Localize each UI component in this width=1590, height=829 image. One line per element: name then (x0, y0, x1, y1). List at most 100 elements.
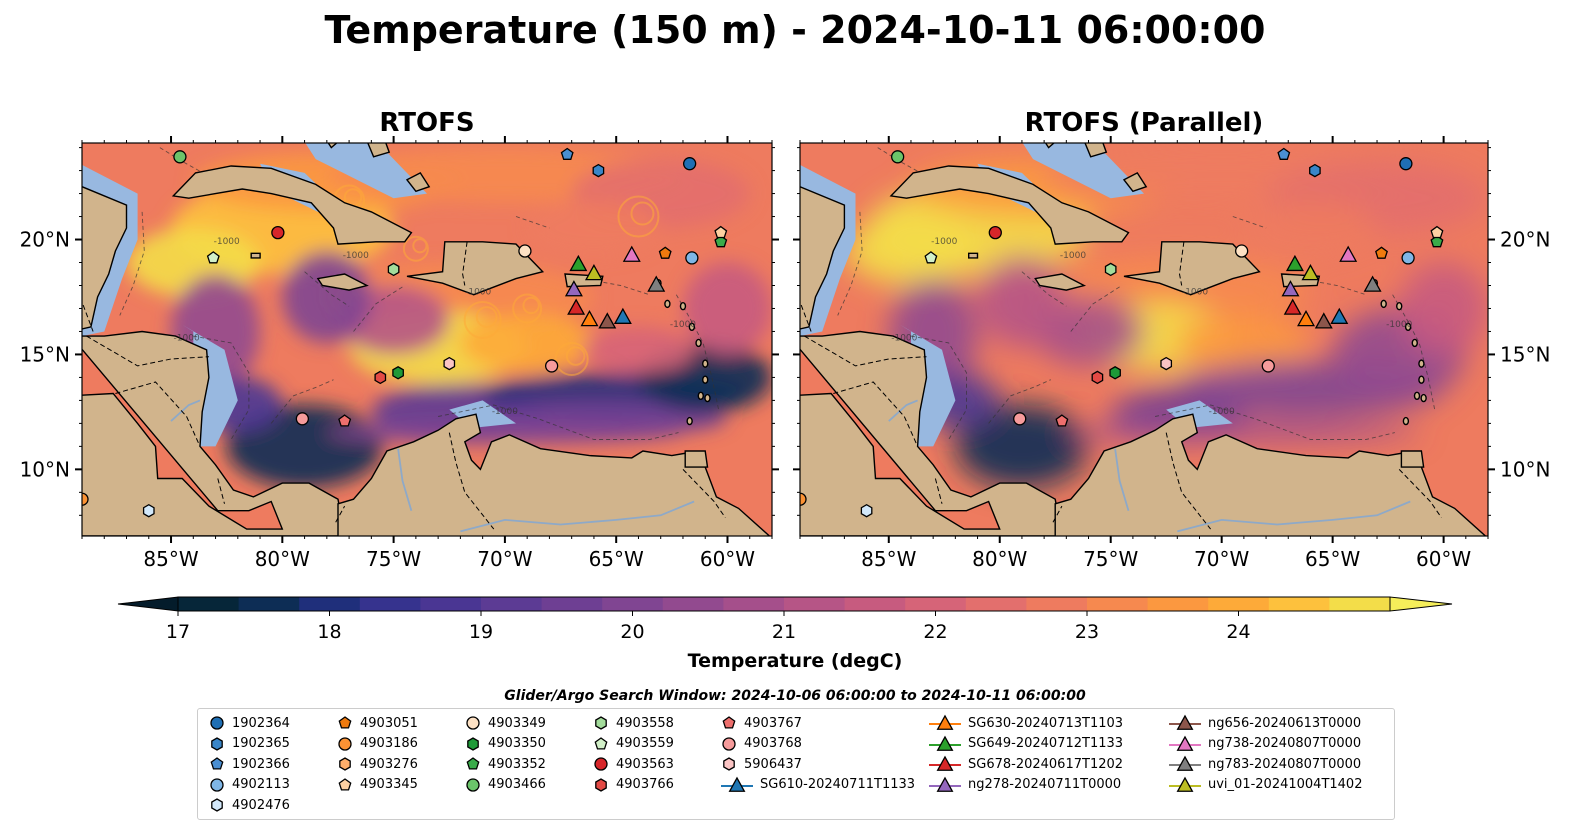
legend-circle-icon (466, 777, 480, 792)
legend-triangle-icon (728, 776, 746, 792)
lon-tick-label: 75°W (1083, 547, 1138, 571)
legend-item-label: 1902365 (232, 736, 290, 751)
colorbar-tick-label: 17 (166, 621, 190, 643)
legend-triangle-icon (1176, 714, 1194, 730)
argo-marker-1902364 (1399, 157, 1413, 171)
glider-marker-SG649-20240712T1133 (569, 254, 588, 272)
legend-item-label: uvi_01-20241004T1402 (1208, 777, 1363, 792)
glider-marker-uvi_01-20241004T1402 (584, 264, 603, 281)
legend-pentagon-icon (210, 757, 224, 770)
colorbar-tick-label: 19 (469, 621, 493, 643)
legend-item-label: 4903767 (744, 715, 802, 731)
legend-item: SG649-20240712T1133 (928, 734, 1123, 754)
colorbar-segment (1208, 597, 1270, 611)
argo-legend-symbol-icon (723, 757, 735, 771)
argo-legend-symbol-icon (595, 777, 607, 792)
argo-marker-1902366 (560, 147, 574, 160)
argo-marker-4903558 (387, 262, 400, 277)
argo-marker-4903563 (271, 225, 285, 240)
glider-legend-symbol-icon (721, 776, 753, 792)
glider-marker-ng656-20240613T0000 (1314, 312, 1333, 329)
colorbar-tick-label: 24 (1226, 621, 1250, 643)
legend-item-label: 4903186 (360, 736, 418, 751)
legend-circle-icon (210, 716, 224, 730)
glider-legend-symbol-icon (1169, 735, 1201, 751)
argo-marker-4903186 (82, 492, 89, 506)
legend-circle-icon (594, 757, 608, 771)
argo-legend-symbol-icon (210, 777, 224, 792)
legend-item: ng278-20240711T0000 (928, 775, 1121, 795)
argo-legend-symbol-icon (210, 716, 224, 730)
glider-legend-symbol-icon (929, 735, 961, 751)
legend-pentagon-icon (594, 736, 608, 750)
contour-label: -1000 (465, 288, 491, 298)
colorbar-segment (1268, 597, 1330, 611)
lon-tick-label: 65°W (1305, 547, 1360, 571)
glider-marker-SG610-20240711T1133 (1330, 307, 1349, 324)
argo-marker-4903766 (374, 370, 387, 385)
colorbar-tick-label: 18 (317, 621, 341, 643)
legend-pentagon-icon (338, 777, 352, 791)
glider-marker-SG630-20240713T1103 (580, 309, 599, 327)
legend-item: 4903768 (720, 734, 802, 754)
colorbar-segment (1026, 597, 1088, 611)
legend-item-label: SG649-20240712T1133 (968, 736, 1124, 751)
lat-tick-label: 10°N (20, 457, 70, 481)
legend-hexagon-icon (467, 736, 479, 751)
legend-triangle-icon (1176, 755, 1194, 771)
argo-marker-4903559 (924, 251, 938, 264)
legend-item-label: ng783-20240807T0000 (1208, 756, 1362, 772)
argo-legend-symbol-icon (210, 757, 224, 770)
argo-marker-4903768 (1013, 412, 1027, 426)
legend-item-label: SG630-20240713T1103 (968, 715, 1124, 731)
lat-tick-label: 10°N (1500, 457, 1550, 481)
glider-marker-ng783-20240807T0000 (1363, 275, 1382, 292)
legend-item-label: 4903352 (488, 756, 546, 772)
argo-marker-4903768 (1261, 359, 1275, 373)
legend-item: 4903559 (592, 734, 674, 754)
lon-tick-label: 80°W (255, 547, 310, 571)
colorbar-segment (1147, 597, 1209, 611)
glider-marker-ng738-20240807T0000 (1339, 245, 1358, 262)
colorbar: 17 18 19 20 21 22 23 24 (117, 596, 1453, 643)
argo-marker-4903768 (295, 412, 310, 426)
legend-pentagon-icon (338, 716, 352, 729)
legend-item: 4903349 (464, 713, 546, 733)
argo-marker-1902365 (1309, 163, 1321, 178)
lat-tick-label: 15°N (20, 342, 70, 366)
argo-legend-symbol-icon (595, 716, 607, 730)
argo-legend-symbol-icon (211, 736, 223, 751)
glider-legend-symbol-icon (1169, 714, 1201, 730)
legend-item: 5906437 (720, 754, 802, 774)
colorbar-segment (359, 597, 421, 611)
argo-legend-symbol-icon (466, 716, 480, 730)
legend-item-label: 4903349 (488, 715, 546, 731)
legend-item-label: 4903559 (616, 736, 674, 751)
legend-item-label: 4903350 (488, 736, 546, 751)
contour-label: -1000 (891, 334, 917, 344)
argo-marker-4903766 (1091, 370, 1104, 385)
contour-label: -1000 (1386, 320, 1412, 330)
contour-label: -1000 (492, 407, 518, 417)
glider-marker-SG649-20240712T1133 (1285, 254, 1304, 272)
lat-tick-label: 20°N (1500, 228, 1550, 252)
markers-rtofs-parallel (800, 147, 1444, 518)
lon-tick-label: 70°W (1194, 547, 1249, 571)
glider-legend-symbol-icon (1169, 776, 1201, 792)
legend-item: SG678-20240617T1202 (928, 754, 1123, 774)
legend-triangle-icon (1176, 735, 1194, 751)
contour-label: -1000 (1209, 407, 1235, 417)
argo-legend-symbol-icon (722, 736, 736, 751)
argo-marker-4902113 (685, 251, 699, 265)
legend-item: 1902365 (208, 734, 290, 754)
argo-marker-4903051 (1375, 246, 1388, 259)
glider-marker-SG630-20240713T1103 (1297, 309, 1315, 327)
colorbar-segment (481, 597, 543, 611)
colorbar-tick-label: 21 (772, 621, 796, 643)
contour-label: -1000 (670, 320, 696, 330)
glider-marker-SG610-20240711T1133 (613, 307, 632, 324)
colorbar-segment (299, 597, 361, 611)
lon-tick-label: 75°W (366, 547, 421, 571)
legend-item: 4903051 (336, 713, 418, 733)
